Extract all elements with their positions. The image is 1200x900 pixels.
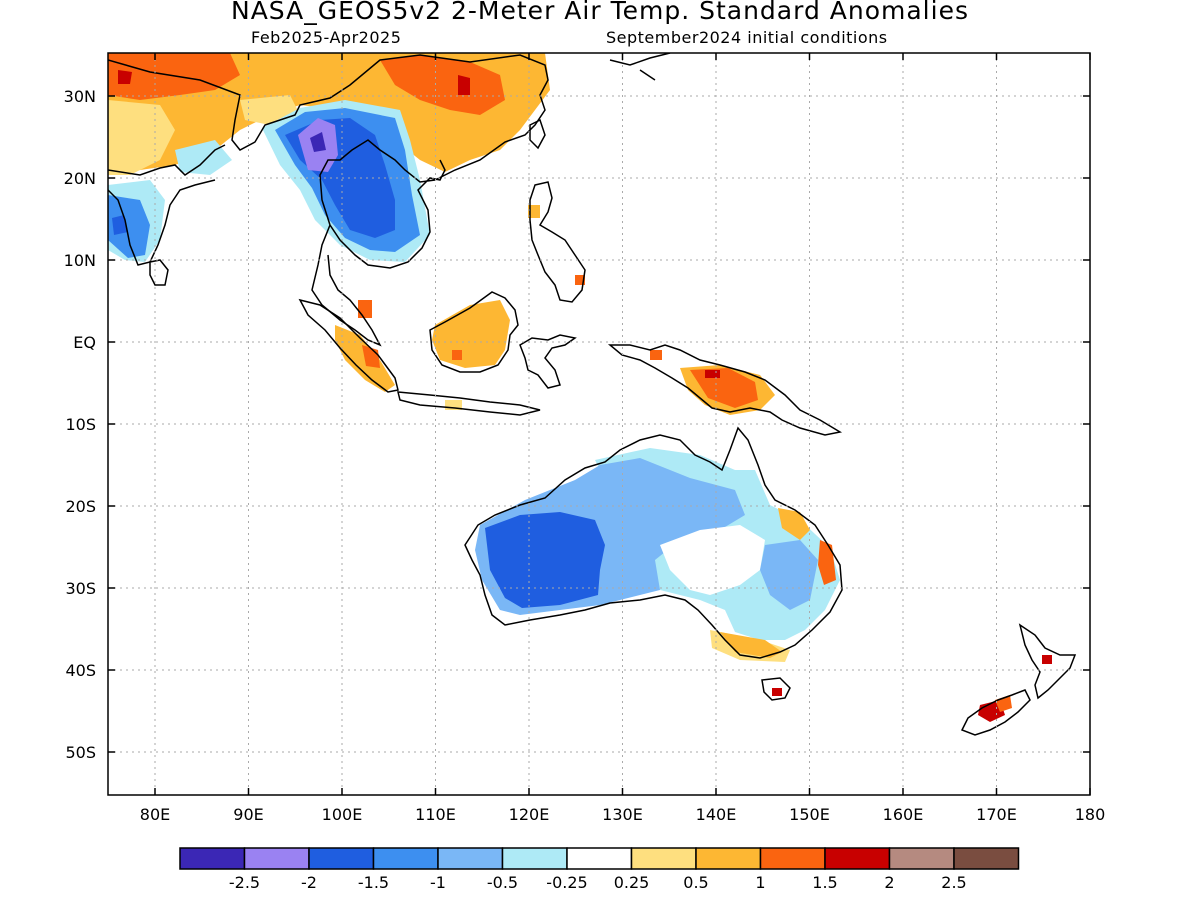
- coastline-taiwan: [529, 118, 546, 150]
- colorbar-label: 1.5: [812, 873, 837, 892]
- colorbar-label: -2.5: [229, 873, 260, 892]
- colorbar-label: 2: [884, 873, 894, 892]
- longitude-labels: 80E 90E 100E 110E 120E 130E 140E 150E 160E 170E 18…: [140, 805, 1106, 824]
- coastline-borneo: [429, 291, 519, 373]
- warm-spot-west: [118, 70, 132, 84]
- colorbar-label: -1: [430, 873, 446, 892]
- new-zealand-north-hot: [1042, 655, 1052, 664]
- philippines-warm-spot: [528, 205, 540, 218]
- sumatra-hot-spot: [362, 345, 380, 368]
- coastline-java: [397, 391, 541, 416]
- lat-tick-label: 20N: [64, 169, 96, 188]
- tasmania-hot-spot: [772, 688, 782, 696]
- colorbar-label: -2: [301, 873, 317, 892]
- colorbar-swatch: [437, 847, 504, 870]
- india-cold-spot: [112, 215, 128, 235]
- colorbar-label: -0.25: [546, 873, 587, 892]
- coastline-tasmania: [761, 677, 791, 701]
- lat-tick-label: 20S: [65, 497, 96, 516]
- coastline-india: [108, 179, 216, 266]
- india-cool-region-core: [108, 195, 150, 258]
- borneo-warm-region: [432, 300, 510, 368]
- colorbar-legend: -2.5 -2 -1.5 -1 -0.5 -0.25 0.25 0.5 1 1.5 2 2.5: [179, 847, 1020, 892]
- colorbar-label: 0.5: [683, 873, 708, 892]
- australia-west-cold-region: [485, 512, 605, 608]
- coastline-new-zealand-north: [1018, 623, 1077, 700]
- lat-tick-label: 40S: [65, 661, 96, 680]
- colorbar-swatch: [243, 847, 310, 870]
- lon-tick-label: 120E: [509, 805, 550, 824]
- colorbar-label: 0.25: [614, 873, 650, 892]
- china-hot-region: [380, 55, 505, 115]
- colorbar-swatch: [953, 847, 1020, 870]
- lat-tick-label: 30S: [65, 579, 96, 598]
- coastline-new-zealand-south: [960, 689, 1031, 736]
- malaya-hot-spot: [358, 300, 372, 318]
- new-guinea-west-spot: [650, 350, 662, 360]
- colorbar-label: 2.5: [941, 873, 966, 892]
- lon-tick-label: 140E: [696, 805, 737, 824]
- anomaly-field: [108, 53, 1052, 722]
- colorbar-swatch: [888, 847, 955, 870]
- coastline-philippines: [529, 181, 586, 303]
- lon-tick-label: 180: [1075, 805, 1106, 824]
- coastline-sumatra: [298, 298, 399, 393]
- lon-tick-label: 170E: [976, 805, 1017, 824]
- coastline-new-guinea: [607, 344, 843, 436]
- coastline-australia: [464, 426, 843, 659]
- colorbar-label: -1.5: [358, 873, 389, 892]
- lat-tick-label: 50S: [65, 743, 96, 762]
- colorbar-swatch: [695, 847, 762, 870]
- lon-tick-label: 160E: [883, 805, 924, 824]
- lat-tick-label: 10N: [64, 251, 96, 270]
- australia-east-cool-blob: [760, 540, 818, 610]
- coastline-japan: [609, 53, 671, 81]
- india-pale-region: [108, 100, 175, 175]
- lat-tick-label: EQ: [73, 333, 96, 352]
- myanmar-darkest-spot: [310, 132, 326, 152]
- borneo-hot-spot: [452, 350, 462, 360]
- colorbar-swatch: [179, 847, 246, 870]
- lon-tick-label: 90E: [233, 805, 263, 824]
- colorbar-swatch: [630, 847, 697, 870]
- chart-title: NASA_GEOS5v2 2-Meter Air Temp. Standard …: [231, 0, 969, 25]
- coastline-sri-lanka: [149, 259, 169, 286]
- colorbar-label: 1: [755, 873, 765, 892]
- lon-tick-label: 100E: [322, 805, 363, 824]
- new-guinea-hot-spot: [705, 370, 720, 378]
- gridlines: [108, 53, 1090, 795]
- axis-ticks: [108, 53, 1091, 795]
- lat-tick-label: 10S: [65, 415, 96, 434]
- australia-east-white-region: [660, 525, 765, 595]
- colorbar-swatch: [308, 847, 375, 870]
- lon-tick-label: 150E: [789, 805, 830, 824]
- colorbar-label: -0.5: [487, 873, 518, 892]
- lat-tick-label: 30N: [64, 87, 96, 106]
- colorbar-swatch: [501, 847, 568, 870]
- colorbar-swatch: [759, 847, 826, 870]
- initial-conditions: September2024 initial conditions: [606, 28, 888, 47]
- lon-tick-label: 110E: [415, 805, 456, 824]
- colorbar-swatch: [566, 847, 633, 870]
- forecast-period: Feb2025-Apr2025: [251, 28, 402, 47]
- colorbar-swatch: [824, 847, 891, 870]
- latitude-labels: 30N 20N 10N EQ 10S 20S 30S 40S 50S: [64, 87, 96, 762]
- lon-tick-label: 80E: [140, 805, 170, 824]
- china-hot-spot: [458, 75, 470, 95]
- coastlines: [108, 53, 1077, 736]
- colorbar-swatch: [372, 847, 439, 870]
- coastline-sulawesi: [519, 334, 577, 389]
- lon-tick-label: 130E: [602, 805, 643, 824]
